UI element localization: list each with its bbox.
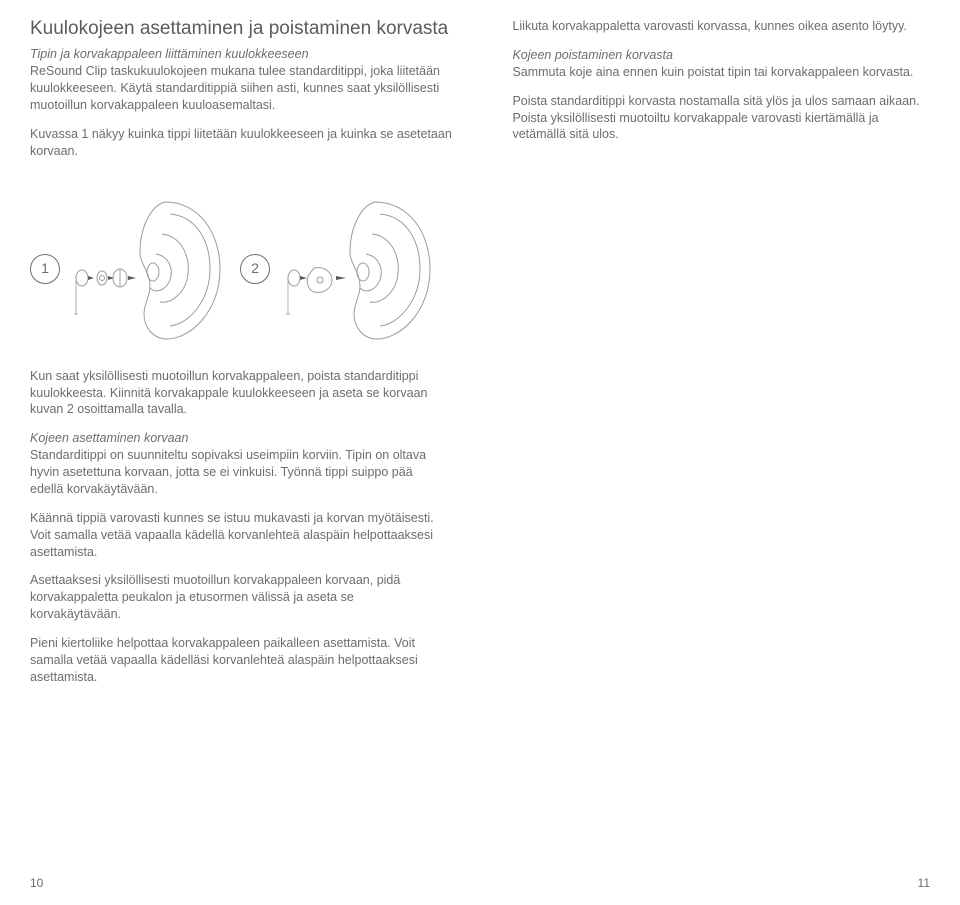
left-para-1: Tipin ja korvakappaleen liittäminen kuul… — [30, 46, 468, 114]
lower-para-5: Pieni kiertoliike helpottaa korvakappale… — [30, 635, 440, 686]
figure-row: 1 2 — [30, 194, 960, 344]
right-para-1: Liikuta korvakappaletta varovasti korvas… — [512, 18, 930, 35]
right-p2-body: Sammuta koje aina ennen kuin poistat tip… — [512, 65, 913, 79]
lower-para-3: Käännä tippiä varovasti kunnes se istuu … — [30, 510, 440, 561]
figure-label-2: 2 — [240, 254, 270, 284]
page-title: Kuulokojeen asettaminen ja poistaminen k… — [30, 18, 468, 40]
figure-label-1: 1 — [30, 254, 60, 284]
lower-p2-italic: Kojeen asettaminen korvaan — [30, 431, 188, 445]
left-p1-body: ReSound Clip taskukuulokojeen mukana tul… — [30, 64, 440, 112]
left-para-2: Kuvassa 1 näkyy kuinka tippi liitetään k… — [30, 126, 468, 160]
left-p1-italic: Tipin ja korvakappaleen liittäminen kuul… — [30, 47, 309, 61]
right-para-3: Poista standarditippi korvasta nostamall… — [512, 93, 930, 144]
right-para-2: Kojeen poistaminen korvasta Sammuta koje… — [512, 47, 930, 81]
lower-p2-body: Standarditippi on suunniteltu sopivaksi … — [30, 448, 426, 496]
lower-para-1: Kun saat yksilöllisesti muotoillun korva… — [30, 368, 440, 419]
page-number-left: 10 — [30, 875, 43, 891]
page-footer: 10 11 — [30, 875, 930, 891]
lower-para-4: Asettaaksesi yksilöllisesti muotoillun k… — [30, 572, 440, 623]
right-p2-italic: Kojeen poistaminen korvasta — [512, 48, 673, 62]
ear-illustration-1 — [70, 194, 230, 344]
lower-para-2: Kojeen asettaminen korvaan Standarditipp… — [30, 430, 440, 498]
ear-illustration-2 — [280, 194, 440, 344]
page-number-right: 11 — [918, 875, 930, 891]
